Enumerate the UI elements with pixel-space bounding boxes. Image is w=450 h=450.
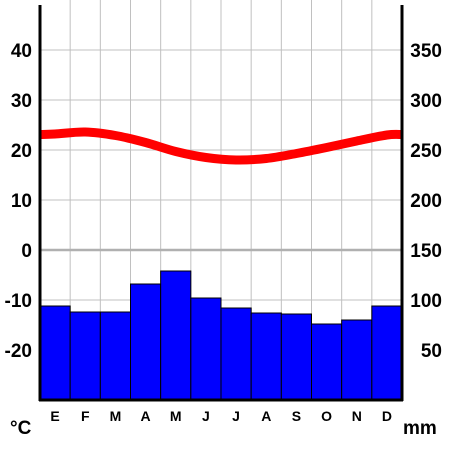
month-label: O	[321, 408, 332, 424]
right-tick-label: 100	[410, 291, 442, 312]
temperature-point	[356, 140, 358, 142]
temperature-point	[386, 134, 388, 136]
left-tick-label: 0	[21, 241, 32, 262]
right-axis-tick-labels: 50 100 150 200 250 300 350	[410, 41, 442, 362]
precipitation-bar	[69, 311, 101, 401]
month-label: N	[352, 408, 362, 424]
left-tick-label: -10	[5, 291, 32, 312]
month-label: J	[232, 408, 240, 424]
temperature-point	[145, 142, 147, 143]
temperature-point	[326, 147, 328, 148]
temperature-point	[175, 151, 177, 152]
month-label: E	[50, 408, 59, 424]
month-label: S	[292, 408, 301, 424]
month-label: M	[170, 408, 182, 424]
right-tick-label: 250	[410, 141, 442, 162]
month-label: A	[261, 408, 271, 424]
precipitation-bar	[220, 307, 252, 401]
axes	[38, 5, 404, 402]
precipitation-bar	[160, 270, 192, 401]
temperature-point	[205, 157, 207, 158]
month-label: A	[141, 408, 151, 424]
left-tick-label: -20	[5, 341, 32, 362]
temperature-point	[265, 158, 267, 159]
right-tick-label: 200	[410, 191, 442, 212]
left-tick-label: 40	[11, 41, 32, 62]
temperature-point	[54, 133, 56, 135]
precipitation-bar	[280, 313, 313, 401]
precipitation-bar	[130, 283, 162, 401]
precipitation-bar	[39, 305, 71, 401]
month-label: M	[110, 408, 122, 424]
month-label: D	[382, 408, 392, 424]
precipitation-bar	[99, 311, 132, 401]
precipitation-bar	[341, 319, 373, 401]
right-axis-unit-label: mm	[403, 418, 437, 439]
right-tick-label: 150	[410, 241, 442, 262]
temperature-point	[114, 135, 116, 136]
right-tick-label: 300	[410, 91, 442, 112]
right-tick-label: 50	[421, 341, 442, 362]
precipitation-bars	[39, 270, 403, 401]
left-axis-tick-labels: -20 -10 0 10 20 30 40	[5, 41, 32, 362]
left-tick-label: 30	[11, 91, 32, 112]
month-label: F	[81, 408, 90, 424]
precipitation-bar	[371, 305, 403, 401]
month-label: J	[202, 408, 210, 424]
temperature-point	[235, 159, 237, 161]
left-axis-unit-label: °C	[10, 418, 32, 439]
precipitation-bar	[311, 323, 343, 401]
left-tick-label: 10	[11, 191, 32, 212]
right-tick-label: 350	[410, 41, 442, 62]
precipitation-bar	[190, 297, 222, 401]
temperature-point	[84, 131, 86, 133]
temperature-line-layer	[39, 127, 403, 165]
left-tick-label: 20	[11, 141, 32, 162]
temperature-line	[39, 127, 403, 165]
temperature-point	[295, 153, 297, 154]
precipitation-bar	[250, 312, 282, 401]
